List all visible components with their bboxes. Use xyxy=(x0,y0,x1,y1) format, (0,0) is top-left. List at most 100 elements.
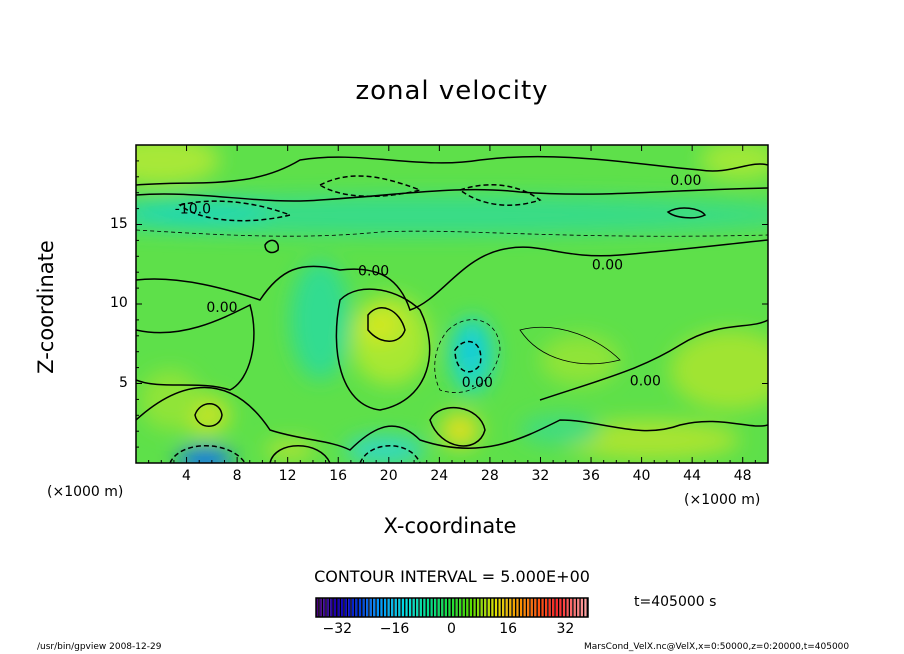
colorbar-separator xyxy=(389,598,392,617)
colorbar-separator xyxy=(554,598,556,617)
contour-label: 0.00 xyxy=(670,173,701,189)
contour-label: -10.0 xyxy=(175,202,211,218)
x-tick-label: 48 xyxy=(733,468,752,484)
colorbar-swatch xyxy=(512,598,515,617)
colorbar-tick-label: 0 xyxy=(447,621,456,637)
colorbar-swatch xyxy=(462,598,465,617)
colorbar-separator xyxy=(547,598,549,617)
colorbar-swatch xyxy=(387,598,390,617)
colorbar-separator xyxy=(353,598,356,617)
colorbar-swatch xyxy=(348,598,351,617)
colorbar-swatch xyxy=(570,598,573,617)
colorbar-separator xyxy=(350,598,352,617)
colorbar-separator xyxy=(439,598,442,617)
colorbar-swatch xyxy=(552,598,555,617)
colorbar-separator xyxy=(514,598,517,617)
colorbar-swatch xyxy=(419,598,422,617)
contour-lines xyxy=(136,155,768,463)
colorbar-separator xyxy=(461,598,463,617)
colorbar-tick-label: 16 xyxy=(499,621,518,637)
footer-left: /usr/bin/gpview 2008-12-29 xyxy=(37,642,162,652)
colorbar-swatch xyxy=(562,598,566,617)
colorbar-separator xyxy=(468,598,470,617)
colorbar-separator xyxy=(575,598,578,617)
colorbar-separator xyxy=(346,598,349,617)
colorbar-swatch xyxy=(452,598,455,617)
x-tick-label: 8 xyxy=(232,468,242,484)
x-tick-label: 4 xyxy=(182,468,191,484)
x-tick-label: 32 xyxy=(531,468,550,484)
time-label: t=405000 s xyxy=(634,594,717,610)
colorbar-separator xyxy=(368,598,370,617)
colorbar-separator xyxy=(400,598,402,617)
y-tick-label: 5 xyxy=(119,374,128,391)
x-unit-label: (×1000 m) xyxy=(684,492,761,508)
colorbar-separator xyxy=(572,598,574,617)
colorbar-swatch xyxy=(455,598,458,617)
colorbar-tick-label: −32 xyxy=(322,621,353,637)
colorbar-swatch xyxy=(437,598,440,617)
colorbar-separator xyxy=(371,598,374,617)
colorbar-swatch xyxy=(466,598,469,617)
colorbar-swatch xyxy=(555,598,558,617)
colorbar-separator xyxy=(446,598,449,617)
colorbar-swatch xyxy=(333,598,337,617)
colorbar-separator xyxy=(443,598,445,617)
colorbar-swatch xyxy=(505,598,508,617)
colorbar-swatch xyxy=(369,598,372,617)
colorbar-swatch xyxy=(384,598,387,617)
colorbar-separator xyxy=(364,598,367,617)
colorbar-separator xyxy=(436,598,438,617)
colorbar-separator xyxy=(357,598,359,617)
colorbar-frame xyxy=(315,597,589,618)
contour-label: 0.00 xyxy=(592,257,623,273)
colorbar-swatch xyxy=(545,598,548,617)
colorbar-swatch xyxy=(412,598,415,617)
colorbar-swatch xyxy=(358,598,362,617)
colorbar-swatch xyxy=(480,598,483,617)
colorbar-separator xyxy=(550,598,553,617)
colorbar-separator xyxy=(321,598,324,617)
contour-label: 0.00 xyxy=(462,375,493,391)
colorbar-swatch xyxy=(391,598,394,617)
colorbar-swatch xyxy=(523,598,526,617)
colorbar-swatch xyxy=(577,598,580,617)
y-axis-label: Z-coordinate xyxy=(34,240,58,374)
colorbar-separator xyxy=(429,598,431,617)
colorbar-separator xyxy=(396,598,399,617)
colorbar-separator xyxy=(464,598,467,617)
footer-right: MarsCond_VelX.nc@VelX,x=0:50000,z=0:2000… xyxy=(584,642,850,652)
colorbar-swatch xyxy=(520,598,523,617)
field-fill: -10.0 0.00 0.00 0.00 0.00 0.00 0.00 xyxy=(136,145,768,463)
colorbar-separator xyxy=(343,598,345,617)
colorbar-swatch xyxy=(394,598,397,617)
contour-interval-label: CONTOUR INTERVAL = 5.000E+00 xyxy=(314,567,590,586)
colorbar-swatch xyxy=(423,598,426,617)
colorbar-swatch xyxy=(430,598,433,617)
x-tick-label: 16 xyxy=(329,468,348,484)
colorbar-separator xyxy=(414,598,417,617)
colorbar-separator xyxy=(532,598,535,617)
colorbar-swatch xyxy=(527,598,530,617)
colorbar-separator xyxy=(375,598,377,617)
colorbar-separator xyxy=(489,598,492,617)
colorbar-swatch xyxy=(380,598,383,617)
colorbar-swatch xyxy=(487,598,490,617)
x-tick-label: 20 xyxy=(379,468,398,484)
colorbar-separator xyxy=(425,598,427,617)
colorbar-swatch xyxy=(444,598,447,617)
contour-label: 0.00 xyxy=(206,300,237,316)
colorbar-swatch xyxy=(330,598,333,617)
colorbar-swatch xyxy=(580,598,583,617)
colorbar-separator xyxy=(479,598,481,617)
x-tick-label: 36 xyxy=(582,468,600,484)
contour-label: 0.00 xyxy=(630,373,661,389)
colorbar-separator xyxy=(536,598,538,617)
chart-title: zonal velocity xyxy=(355,76,549,106)
colorbar-separator xyxy=(336,598,338,617)
colorbar-separator xyxy=(382,598,384,617)
colorbar-separator xyxy=(404,598,406,617)
colorbar-swatch xyxy=(366,598,369,617)
colorbar-separator xyxy=(504,598,506,617)
colorbar-swatch xyxy=(373,598,376,617)
